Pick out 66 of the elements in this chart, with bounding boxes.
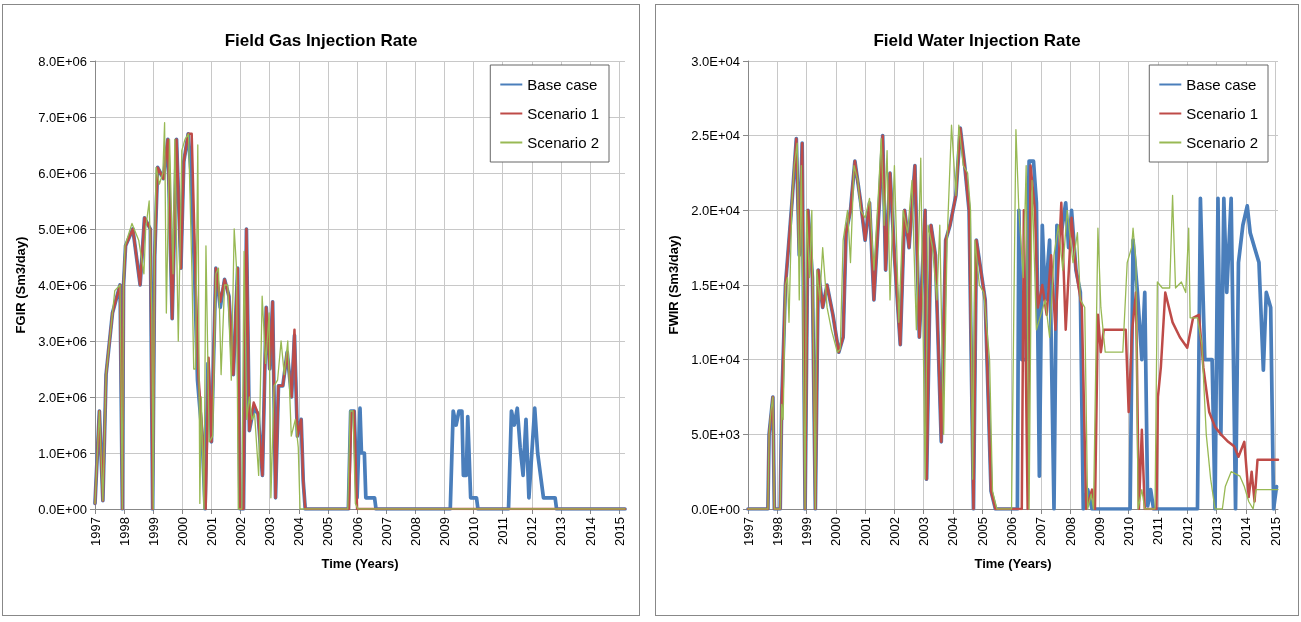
x-tick-label: 2000 <box>828 517 844 546</box>
x-tick-label: 2005 <box>320 517 336 546</box>
x-tick-label: 2003 <box>262 517 278 546</box>
x-tick-label: 2009 <box>1091 517 1107 546</box>
x-tick-label: 2011 <box>1150 517 1166 545</box>
x-tick-label: 2011 <box>495 517 511 545</box>
legend-label: Base case <box>1186 76 1257 93</box>
x-tick-label: 2009 <box>436 517 452 546</box>
x-tick-label: 2015 <box>1267 517 1283 546</box>
y-tick-label: 0.0E+00 <box>691 501 740 517</box>
x-tick-label: 2004 <box>945 517 961 546</box>
x-tick-label: 2008 <box>1062 517 1078 546</box>
y-tick-label: 2.5E+04 <box>691 128 740 144</box>
x-tick-label: 2002 <box>886 517 902 546</box>
y-tick-label: 4.0E+06 <box>38 277 87 293</box>
x-tick-label: 1999 <box>799 517 815 546</box>
y-tick-label: 1.0E+06 <box>38 445 87 461</box>
x-tick-label: 2015 <box>611 517 627 546</box>
x-tick-label: 2014 <box>1238 517 1254 546</box>
x-tick-label: 2010 <box>466 517 482 546</box>
x-tick-label: 2013 <box>553 517 569 546</box>
x-tick-label: 1997 <box>87 517 103 546</box>
x-tick-label: 2001 <box>857 517 873 546</box>
x-tick-label: 2010 <box>1121 517 1137 546</box>
chart-title: Field Gas Injection Rate <box>224 31 418 50</box>
x-tick-label: 2012 <box>524 517 540 546</box>
legend-label: Scenario 2 <box>1186 134 1259 151</box>
y-tick-label: 7.0E+06 <box>38 109 87 125</box>
x-tick-label: 2002 <box>233 517 249 546</box>
y-tick-label: 2.0E+06 <box>38 389 87 405</box>
x-tick-label: 1998 <box>116 517 132 546</box>
x-axis-title: Time (Years) <box>321 556 399 571</box>
x-tick-label: 2012 <box>1179 517 1195 546</box>
x-tick-label: 2001 <box>203 517 219 546</box>
chart-title: Field Water Injection Rate <box>873 31 1081 50</box>
x-tick-label: 2007 <box>1033 517 1049 546</box>
legend-label: Scenario 2 <box>527 134 600 151</box>
legend-label: Base case <box>527 76 598 93</box>
x-axis-title: Time (Years) <box>974 556 1052 571</box>
x-tick-label: 2014 <box>582 517 598 546</box>
x-tick-label: 1997 <box>740 517 756 546</box>
y-tick-label: 5.0E+03 <box>691 426 740 442</box>
x-tick-label: 1998 <box>769 517 785 546</box>
y-tick-label: 5.0E+06 <box>38 221 87 237</box>
x-tick-label: 1999 <box>145 517 161 546</box>
x-tick-label: 2000 <box>174 517 190 546</box>
y-tick-label: 3.0E+04 <box>691 53 740 69</box>
y-tick-label: 1.0E+04 <box>691 352 740 368</box>
x-tick-label: 2007 <box>378 517 394 546</box>
x-tick-label: 2004 <box>291 517 307 546</box>
y-tick-label: 1.5E+04 <box>691 277 740 293</box>
y-tick-label: 2.0E+04 <box>691 202 740 218</box>
x-tick-label: 2003 <box>916 517 932 546</box>
legend-label: Scenario 1 <box>1186 105 1259 122</box>
y-tick-label: 0.0E+00 <box>38 501 87 517</box>
y-axis-title: FGIR (Sm3/day) <box>13 236 29 334</box>
x-tick-label: 2005 <box>974 517 990 546</box>
y-tick-label: 8.0E+06 <box>38 53 87 69</box>
x-tick-label: 2008 <box>407 517 423 546</box>
x-tick-label: 2013 <box>1209 517 1225 546</box>
legend-label: Scenario 1 <box>527 105 600 122</box>
y-tick-label: 6.0E+06 <box>38 165 87 181</box>
x-tick-label: 2006 <box>1004 517 1020 546</box>
y-axis-title: FWIR (Sm3/day) <box>666 235 682 335</box>
x-tick-label: 2006 <box>349 517 365 546</box>
y-tick-label: 3.0E+06 <box>38 333 87 349</box>
